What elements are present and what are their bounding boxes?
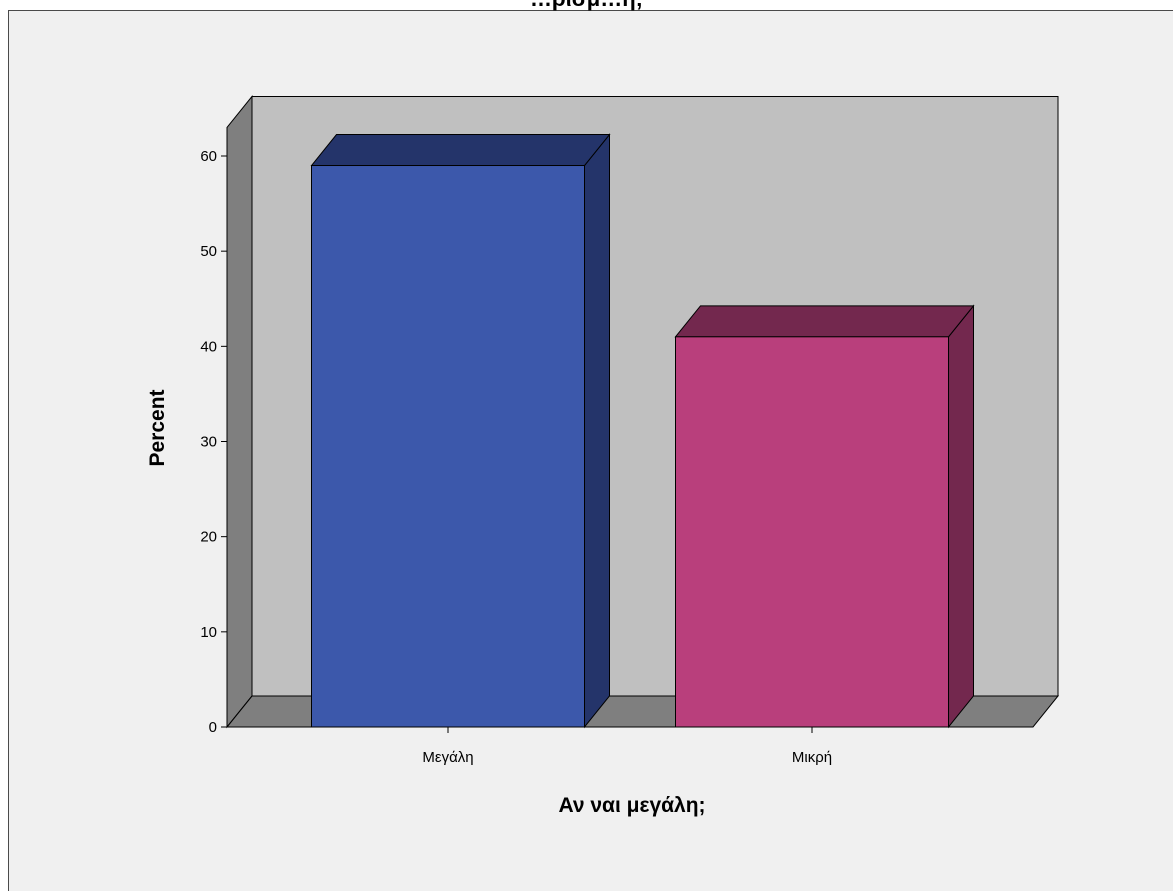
y-tick-label: 60 (200, 148, 217, 165)
x-tick-label: Μεγάλη (422, 749, 473, 766)
bar-1 (310, 133, 611, 729)
y-tick-label: 0 (209, 719, 217, 736)
chart-title: …ρισμ…η; (0, 0, 1173, 12)
bar-top (310, 134, 611, 167)
side-wall (226, 95, 253, 729)
bar-side (948, 304, 974, 729)
y-axis-title: Percent (146, 389, 169, 466)
bar-front (675, 336, 949, 728)
y-tick-label: 10 (200, 624, 217, 641)
x-axis-title: Αν ναι μεγάλη; (558, 794, 705, 817)
y-tick-label: 40 (200, 338, 217, 355)
bar-top (674, 305, 975, 338)
x-tick-label: Μικρή (792, 749, 832, 766)
y-tick-label: 30 (200, 434, 217, 451)
bar-front (311, 165, 585, 728)
y-tick-label: 20 (200, 529, 217, 546)
y-tick-label: 50 (200, 243, 217, 260)
bar-side (584, 133, 610, 729)
bar-2 (674, 304, 975, 729)
